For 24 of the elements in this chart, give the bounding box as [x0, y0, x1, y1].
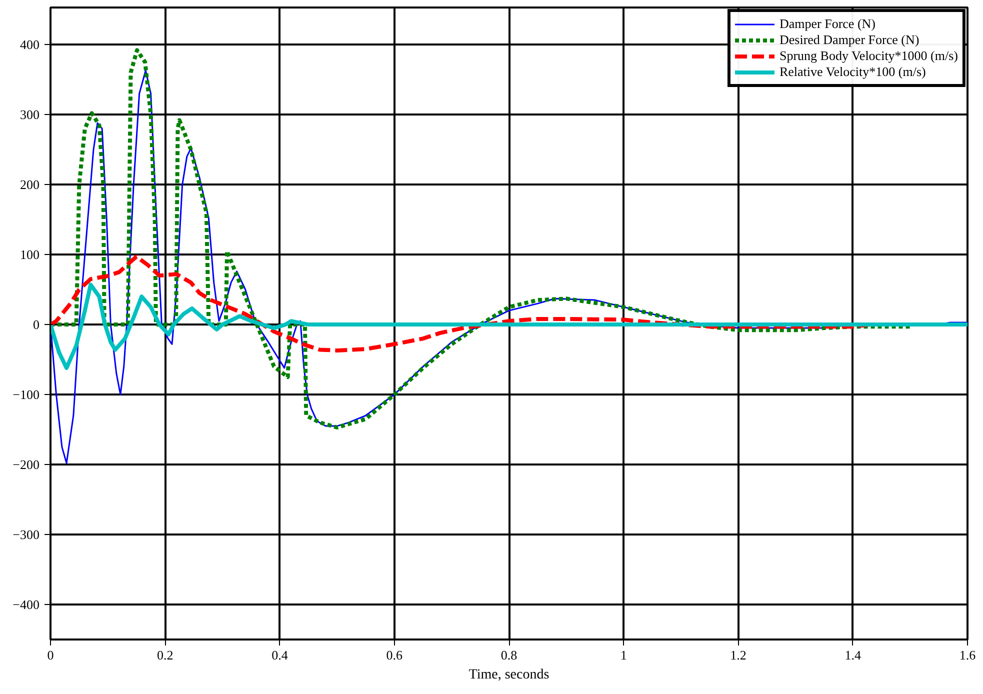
y-tick-label: 300 — [20, 107, 40, 122]
legend-label: Damper Force (N) — [779, 16, 876, 32]
y-tick-label: −100 — [12, 387, 40, 402]
y-tick-label: 100 — [20, 247, 40, 262]
y-tick-label: 0 — [33, 317, 40, 332]
y-tick-label: 400 — [20, 37, 40, 52]
y-tick-label: 200 — [20, 177, 40, 192]
x-tick-label: 1 — [620, 648, 627, 662]
legend-label: Desired Damper Force (N) — [779, 32, 920, 48]
line-series — [50, 282, 968, 370]
y-tick-label: −400 — [12, 597, 40, 612]
x-tick-label: 1.6 — [959, 648, 976, 662]
x-tick-label: 0.8 — [500, 648, 518, 662]
x-tick-label: 1.2 — [730, 648, 746, 662]
x-tick-label: 0.2 — [157, 648, 174, 662]
legend-label: Sprung Body Velocity*1000 (m/s) — [779, 48, 958, 64]
x-tick-label: 0 — [47, 648, 54, 662]
y-tick-label: −300 — [12, 527, 40, 542]
x-axis-title: Time, seconds — [468, 668, 550, 682]
x-tick-label: 0.6 — [386, 648, 403, 662]
x-tick-label: 1.4 — [844, 648, 862, 662]
x-tick-label: 0.4 — [272, 648, 288, 662]
y-tick-label: −200 — [12, 457, 40, 472]
legend-label: Relative Velocity*100 (m/s) — [779, 64, 926, 80]
